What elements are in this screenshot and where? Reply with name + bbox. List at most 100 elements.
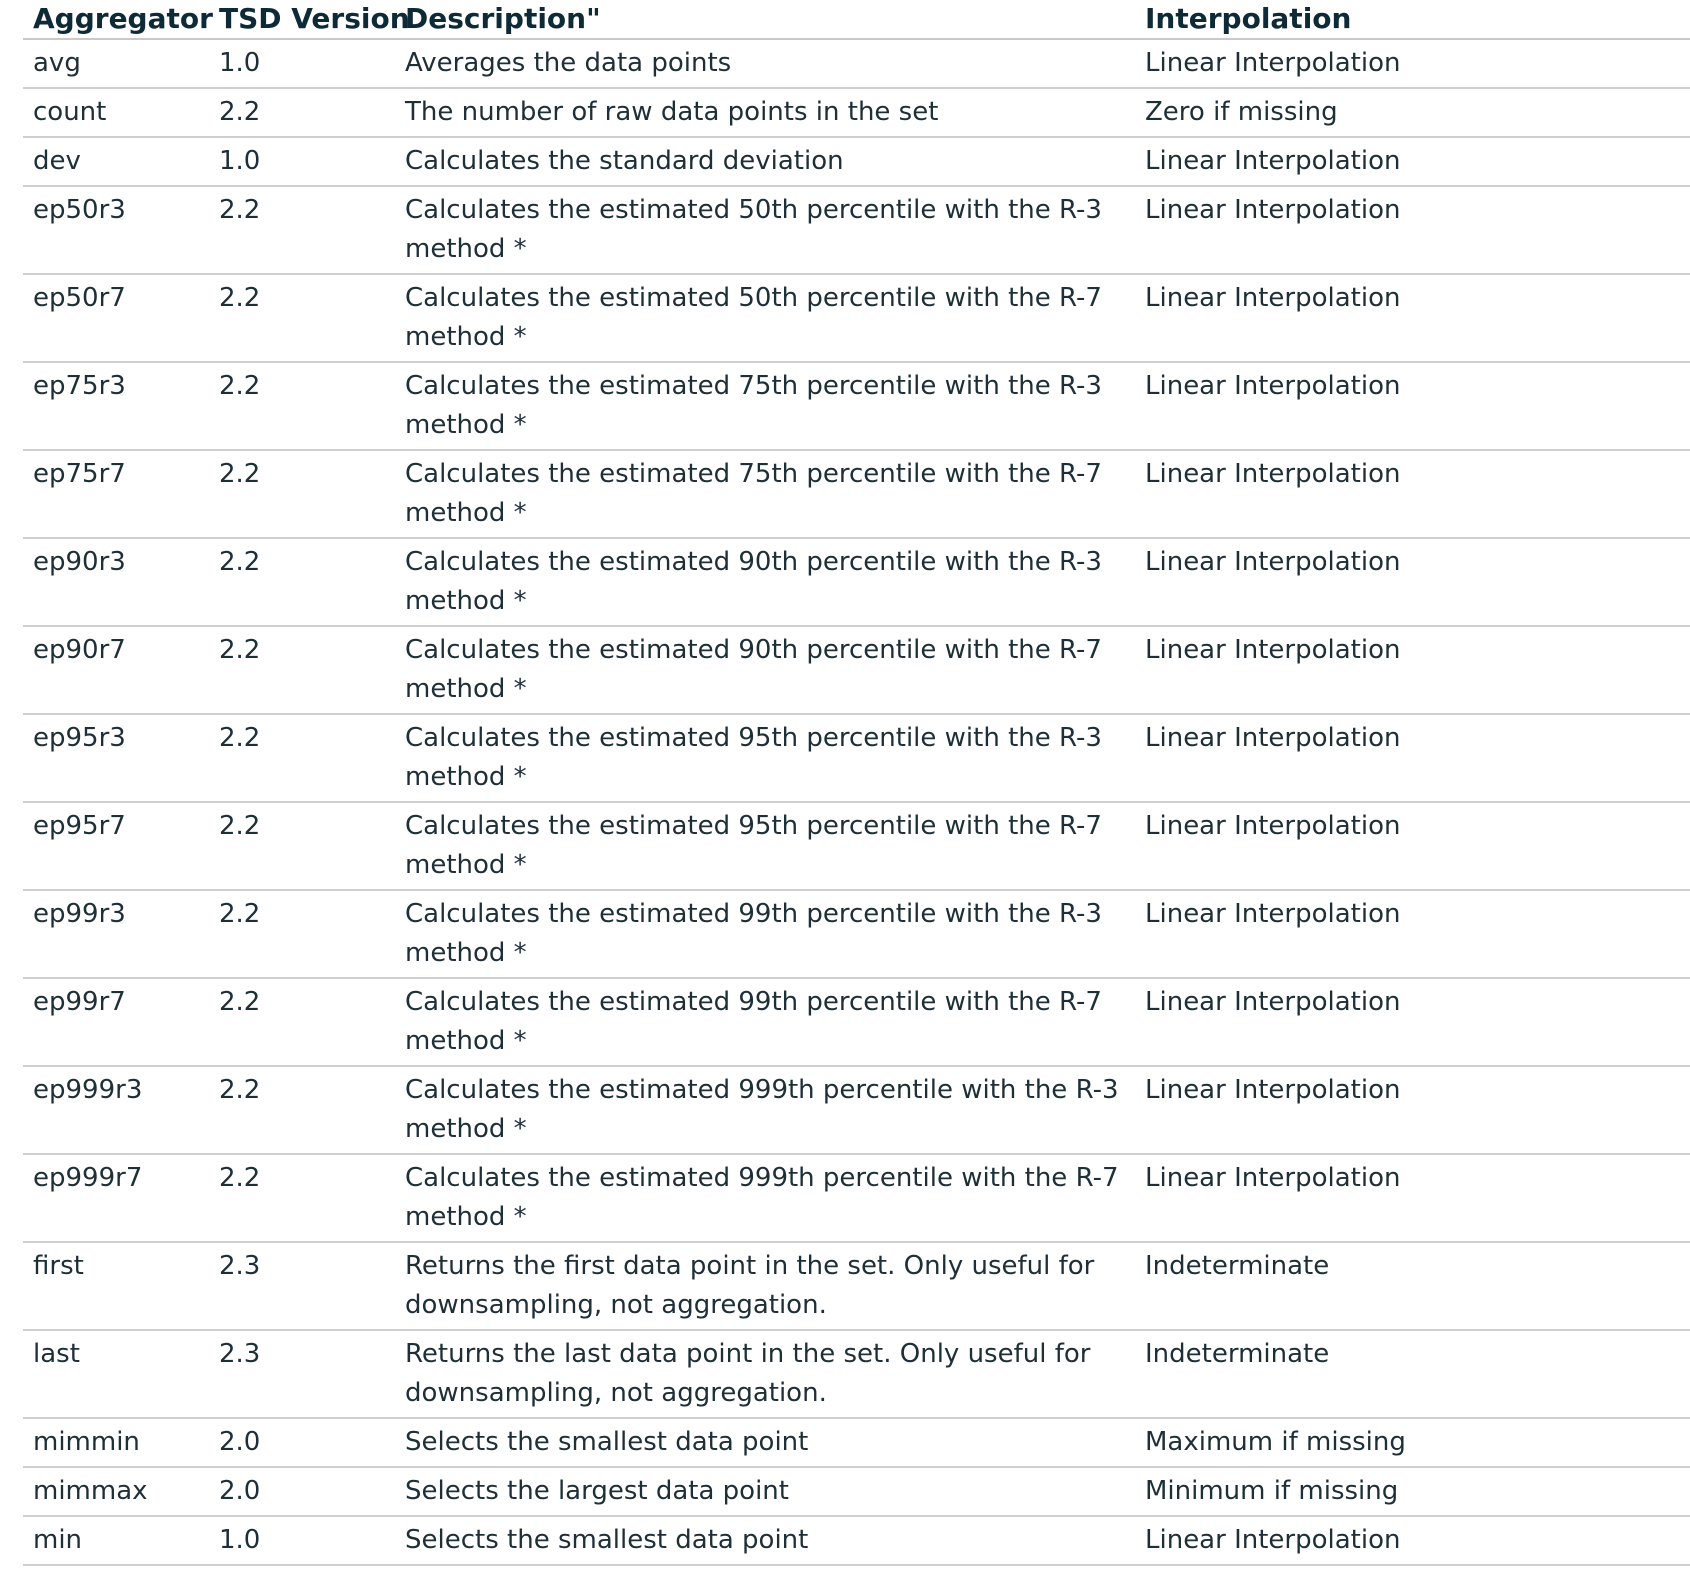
table-row: ep90r7 2.2 Calculates the estimated 90th… — [23, 626, 1690, 715]
cell-version: 2.2 — [209, 538, 395, 627]
header-aggregator: Aggregator — [23, 0, 213, 40]
cell-aggregator: last — [23, 1330, 209, 1419]
table-header: Aggregator TSD Version Description" Inte… — [23, 0, 1690, 40]
cell-description: Averages the data points — [395, 39, 1135, 89]
table-row: avg 1.0 Averages the data points Linear … — [23, 39, 1690, 89]
cell-version: 2.0 — [209, 1418, 395, 1468]
cell-version: 2.2 — [209, 450, 395, 539]
cell-description: Calculates the estimated 75th percentile… — [395, 450, 1135, 539]
cell-version: 2.2 — [209, 626, 395, 715]
table-row: first 2.3 Returns the first data point i… — [23, 1242, 1690, 1331]
cell-interpolation: Linear Interpolation — [1135, 890, 1690, 979]
cell-interpolation: Linear Interpolation — [1135, 1516, 1690, 1566]
table-row: ep75r3 2.2 Calculates the estimated 75th… — [23, 362, 1690, 451]
cell-description: Returns the first data point in the set.… — [395, 1242, 1135, 1331]
table-row: ep50r3 2.2 Calculates the estimated 50th… — [23, 186, 1690, 275]
table-row: ep99r3 2.2 Calculates the estimated 99th… — [23, 890, 1690, 979]
cell-aggregator: min — [23, 1516, 209, 1566]
table-row: ep95r7 2.2 Calculates the estimated 95th… — [23, 802, 1690, 891]
table-body: avg 1.0 Averages the data points Linear … — [23, 39, 1690, 1566]
cell-version: 1.0 — [209, 39, 395, 89]
cell-description: Calculates the estimated 95th percentile… — [395, 714, 1135, 803]
cell-aggregator: ep50r3 — [23, 186, 209, 275]
cell-aggregator: avg — [23, 39, 209, 89]
table-row: ep999r7 2.2 Calculates the estimated 999… — [23, 1154, 1690, 1243]
cell-description: Calculates the estimated 90th percentile… — [395, 626, 1135, 715]
cell-interpolation: Linear Interpolation — [1135, 978, 1690, 1067]
cell-version: 2.2 — [209, 1066, 395, 1155]
cell-aggregator: mimmin — [23, 1418, 209, 1468]
cell-description: Calculates the estimated 75th percentile… — [395, 362, 1135, 451]
cell-version: 2.2 — [209, 186, 395, 275]
cell-aggregator: ep999r7 — [23, 1154, 209, 1243]
cell-description: Calculates the estimated 999th percentil… — [395, 1154, 1135, 1243]
cell-description: The number of raw data points in the set — [395, 88, 1135, 138]
cell-interpolation: Zero if missing — [1135, 88, 1690, 138]
cell-aggregator: first — [23, 1242, 209, 1331]
table-row: last 2.3 Returns the last data point in … — [23, 1330, 1690, 1419]
aggregator-table: Aggregator TSD Version Description" Inte… — [23, 0, 1690, 1566]
cell-interpolation: Indeterminate — [1135, 1242, 1690, 1331]
cell-aggregator: dev — [23, 137, 209, 187]
cell-description: Calculates the estimated 999th percentil… — [395, 1066, 1135, 1155]
cell-description: Calculates the estimated 50th percentile… — [395, 274, 1135, 363]
cell-description: Calculates the standard deviation — [395, 137, 1135, 187]
cell-version: 2.3 — [209, 1242, 395, 1331]
cell-aggregator: ep75r7 — [23, 450, 209, 539]
header-row: Aggregator TSD Version Description" Inte… — [23, 0, 1690, 40]
table-row: ep75r7 2.2 Calculates the estimated 75th… — [23, 450, 1690, 539]
table-row: ep50r7 2.2 Calculates the estimated 50th… — [23, 274, 1690, 363]
cell-description: Calculates the estimated 99th percentile… — [395, 978, 1135, 1067]
cell-version: 2.3 — [209, 1330, 395, 1419]
cell-interpolation: Linear Interpolation — [1135, 802, 1690, 891]
cell-version: 2.2 — [209, 802, 395, 891]
table-row: count 2.2 The number of raw data points … — [23, 88, 1690, 138]
cell-aggregator: count — [23, 88, 209, 138]
cell-version: 2.0 — [209, 1467, 395, 1517]
cell-interpolation: Linear Interpolation — [1135, 538, 1690, 627]
cell-aggregator: ep99r3 — [23, 890, 209, 979]
cell-interpolation: Linear Interpolation — [1135, 362, 1690, 451]
cell-interpolation: Linear Interpolation — [1135, 626, 1690, 715]
table-row: ep95r3 2.2 Calculates the estimated 95th… — [23, 714, 1690, 803]
cell-aggregator: ep95r7 — [23, 802, 209, 891]
cell-aggregator: ep95r3 — [23, 714, 209, 803]
cell-interpolation: Maximum if missing — [1135, 1418, 1690, 1468]
cell-aggregator: ep999r3 — [23, 1066, 209, 1155]
aggregator-table-container: Aggregator TSD Version Description" Inte… — [23, 0, 1690, 1566]
cell-interpolation: Linear Interpolation — [1135, 39, 1690, 89]
header-interpolation: Interpolation — [1135, 0, 1690, 40]
table-row: ep999r3 2.2 Calculates the estimated 999… — [23, 1066, 1690, 1155]
cell-description: Returns the last data point in the set. … — [395, 1330, 1135, 1419]
cell-version: 2.2 — [209, 890, 395, 979]
cell-aggregator: ep90r3 — [23, 538, 209, 627]
table-row: ep90r3 2.2 Calculates the estimated 90th… — [23, 538, 1690, 627]
cell-interpolation: Linear Interpolation — [1135, 450, 1690, 539]
cell-description: Selects the smallest data point — [395, 1516, 1135, 1566]
cell-aggregator: ep75r3 — [23, 362, 209, 451]
cell-aggregator: ep90r7 — [23, 626, 209, 715]
header-description: Description" — [395, 0, 1135, 40]
header-tsd-version: TSD Version — [209, 0, 410, 40]
cell-interpolation: Indeterminate — [1135, 1330, 1690, 1419]
cell-version: 2.2 — [209, 978, 395, 1067]
cell-version: 2.2 — [209, 714, 395, 803]
cell-version: 2.2 — [209, 1154, 395, 1243]
cell-interpolation: Linear Interpolation — [1135, 274, 1690, 363]
cell-description: Selects the smallest data point — [395, 1418, 1135, 1468]
cell-interpolation: Linear Interpolation — [1135, 714, 1690, 803]
cell-aggregator: mimmax — [23, 1467, 209, 1517]
cell-description: Calculates the estimated 95th percentile… — [395, 802, 1135, 891]
table-row: min 1.0 Selects the smallest data point … — [23, 1516, 1690, 1566]
table-row: ep99r7 2.2 Calculates the estimated 99th… — [23, 978, 1690, 1067]
cell-version: 2.2 — [209, 88, 395, 138]
cell-version: 2.2 — [209, 362, 395, 451]
cell-version: 1.0 — [209, 137, 395, 187]
cell-interpolation: Linear Interpolation — [1135, 137, 1690, 187]
cell-description: Calculates the estimated 90th percentile… — [395, 538, 1135, 627]
cell-interpolation: Linear Interpolation — [1135, 1154, 1690, 1243]
cell-description: Calculates the estimated 99th percentile… — [395, 890, 1135, 979]
cell-description: Calculates the estimated 50th percentile… — [395, 186, 1135, 275]
cell-aggregator: ep50r7 — [23, 274, 209, 363]
table-row: dev 1.0 Calculates the standard deviatio… — [23, 137, 1690, 187]
